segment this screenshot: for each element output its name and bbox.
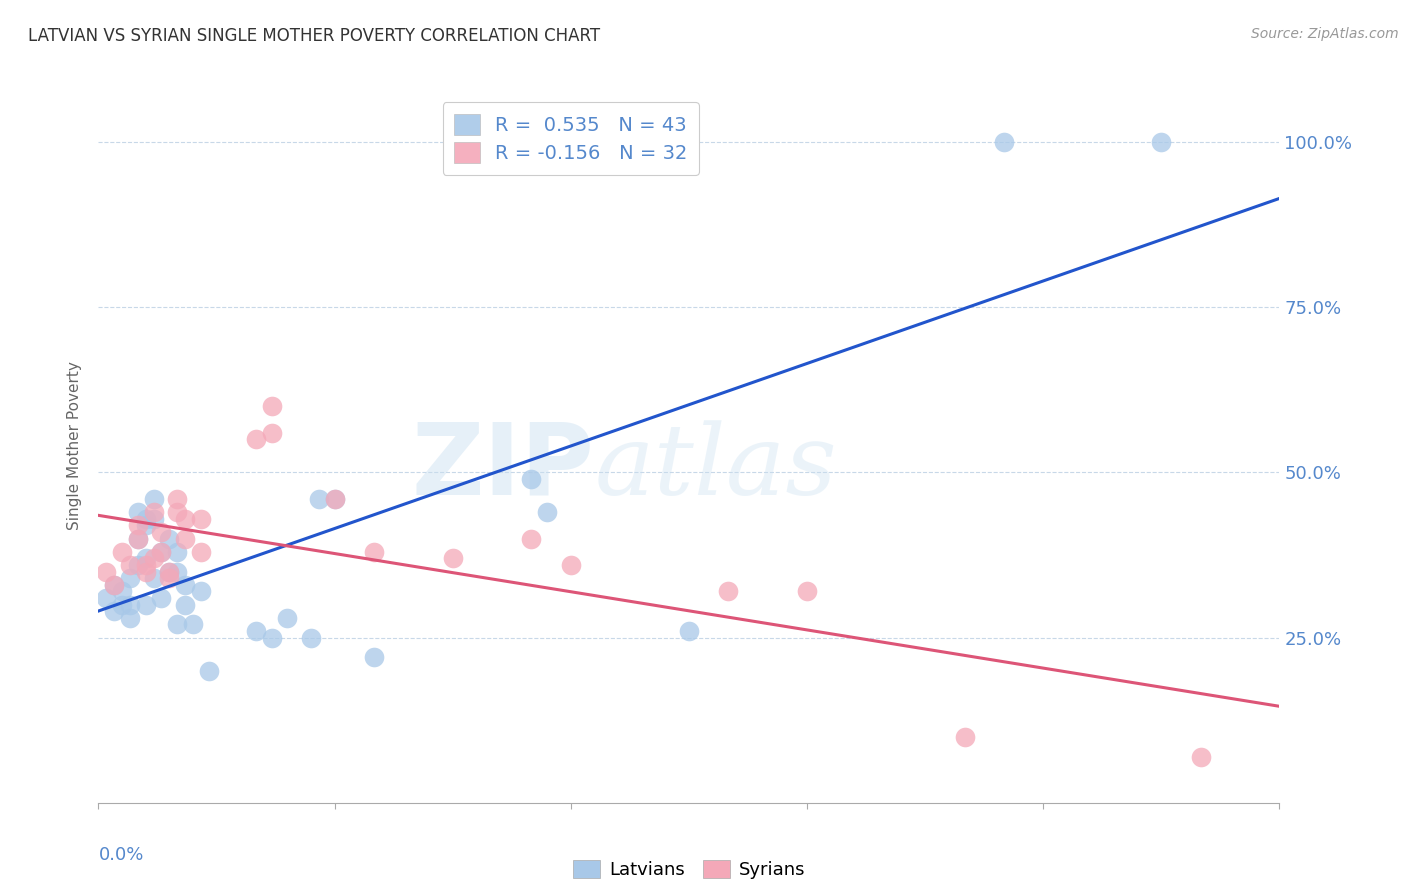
Point — [245, 624, 267, 638]
Point — [953, 730, 976, 744]
Point — [363, 545, 385, 559]
Point — [166, 505, 188, 519]
Point — [111, 584, 134, 599]
Point — [135, 598, 157, 612]
Point — [118, 571, 141, 585]
Point — [135, 518, 157, 533]
Point — [127, 558, 149, 572]
Text: LATVIAN VS SYRIAN SINGLE MOTHER POVERTY CORRELATION CHART: LATVIAN VS SYRIAN SINGLE MOTHER POVERTY … — [28, 27, 600, 45]
Point — [111, 598, 134, 612]
Point — [157, 565, 180, 579]
Legend: R =  0.535   N = 43, R = -0.156   N = 32: R = 0.535 N = 43, R = -0.156 N = 32 — [443, 103, 699, 175]
Point — [174, 578, 197, 592]
Point — [276, 611, 298, 625]
Point — [260, 400, 283, 414]
Point — [103, 604, 125, 618]
Point — [560, 558, 582, 572]
Point — [118, 611, 141, 625]
Point — [127, 532, 149, 546]
Point — [520, 532, 543, 546]
Point — [197, 664, 219, 678]
Text: Source: ZipAtlas.com: Source: ZipAtlas.com — [1251, 27, 1399, 41]
Point — [96, 591, 118, 605]
Point — [142, 505, 165, 519]
Point — [323, 491, 346, 506]
Point — [441, 551, 464, 566]
Point — [111, 545, 134, 559]
Point — [260, 631, 283, 645]
Point — [1150, 135, 1173, 149]
Point — [520, 472, 543, 486]
Point — [150, 545, 173, 559]
Point — [142, 551, 165, 566]
Point — [993, 135, 1015, 149]
Text: ZIP: ZIP — [412, 419, 595, 516]
Point — [190, 545, 212, 559]
Point — [150, 591, 173, 605]
Point — [536, 505, 558, 519]
Point — [127, 532, 149, 546]
Point — [1189, 749, 1212, 764]
Point — [308, 491, 330, 506]
Text: atlas: atlas — [595, 420, 837, 515]
Point — [166, 617, 188, 632]
Point — [363, 650, 385, 665]
Point — [142, 491, 165, 506]
Point — [174, 532, 197, 546]
Point — [135, 551, 157, 566]
Point — [181, 617, 204, 632]
Point — [135, 565, 157, 579]
Point — [157, 532, 180, 546]
Point — [299, 631, 322, 645]
Point — [323, 491, 346, 506]
Point — [166, 491, 188, 506]
Point — [142, 571, 165, 585]
Point — [157, 571, 180, 585]
Point — [245, 433, 267, 447]
Point — [190, 511, 212, 525]
Point — [678, 624, 700, 638]
Point — [135, 558, 157, 572]
Point — [103, 578, 125, 592]
Point — [150, 524, 173, 539]
Text: 0.0%: 0.0% — [98, 846, 143, 863]
Point — [127, 518, 149, 533]
Point — [174, 511, 197, 525]
Point — [118, 558, 141, 572]
Point — [150, 545, 173, 559]
Point — [127, 505, 149, 519]
Point — [96, 565, 118, 579]
Point — [174, 598, 197, 612]
Point — [190, 584, 212, 599]
Point — [717, 584, 740, 599]
Point — [260, 425, 283, 440]
Point — [103, 578, 125, 592]
Point — [796, 584, 818, 599]
Point — [142, 511, 165, 525]
Point — [135, 511, 157, 525]
Point — [166, 565, 188, 579]
Point — [157, 565, 180, 579]
Y-axis label: Single Mother Poverty: Single Mother Poverty — [67, 361, 83, 531]
Point — [118, 598, 141, 612]
Point — [166, 545, 188, 559]
